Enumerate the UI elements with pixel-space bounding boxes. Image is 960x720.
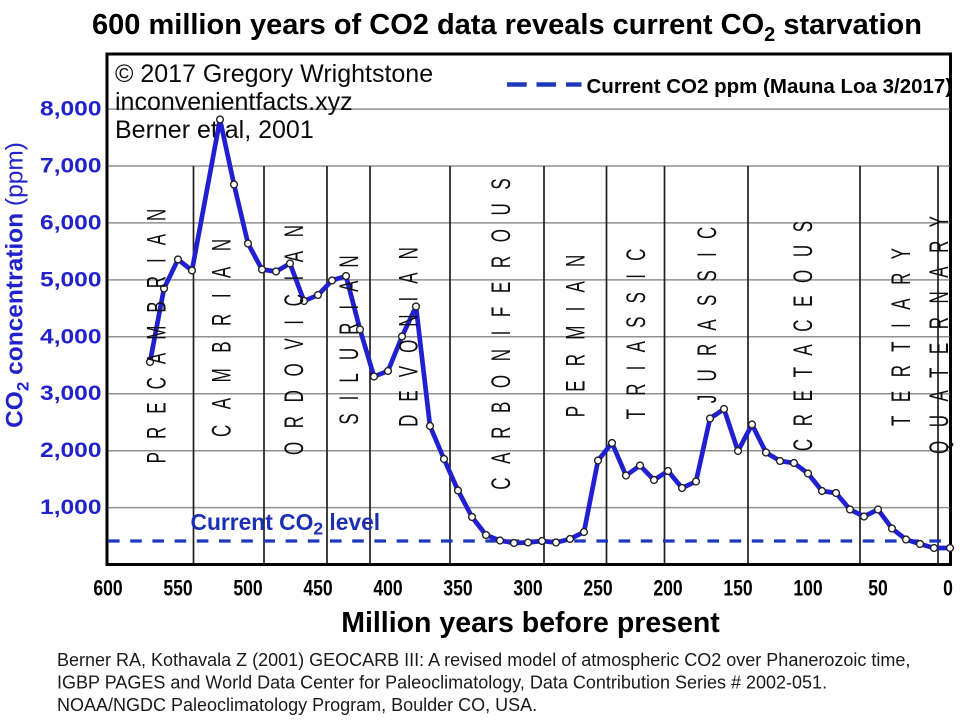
svg-text:7,000: 7,000 bbox=[40, 153, 101, 177]
svg-text:550: 550 bbox=[163, 577, 192, 602]
svg-text:100: 100 bbox=[793, 577, 822, 602]
svg-text:CARBONIFEROUS: CARBONIFEROUS bbox=[485, 165, 516, 490]
svg-text:CAMBRIAN: CAMBRIAN bbox=[205, 223, 236, 437]
svg-text:3,000: 3,000 bbox=[40, 381, 101, 405]
svg-text:Million years before present: Million years before present bbox=[341, 607, 720, 639]
svg-text:© 2017 Gregory Wrightstone: © 2017 Gregory Wrightstone bbox=[115, 60, 433, 88]
svg-text:QUATERNARY: QUATERNARY bbox=[923, 203, 954, 454]
svg-text:NOAA/NGDC Paleoclimatology Pro: NOAA/NGDC Paleoclimatology Program, Boul… bbox=[57, 695, 537, 715]
svg-text:350: 350 bbox=[443, 577, 472, 602]
svg-text:150: 150 bbox=[723, 577, 752, 602]
svg-text:600 million years of CO2 data: 600 million years of CO2 data reveals cu… bbox=[92, 9, 922, 46]
svg-text:200: 200 bbox=[653, 577, 682, 602]
svg-text:JURASSIC: JURASSIC bbox=[691, 214, 722, 404]
svg-text:2,000: 2,000 bbox=[40, 438, 101, 462]
svg-text:4,000: 4,000 bbox=[40, 324, 101, 348]
svg-text:8,000: 8,000 bbox=[40, 96, 101, 120]
svg-text:5,000: 5,000 bbox=[40, 267, 101, 291]
svg-text:450: 450 bbox=[303, 577, 332, 602]
svg-text:Current CO2 ppm (Mauna Loa 3/2: Current CO2 ppm (Mauna Loa 3/2017) bbox=[587, 75, 953, 98]
svg-text:SILURIAN: SILURIAN bbox=[333, 242, 364, 424]
svg-text:CO2 concentration (ppm): CO2 concentration (ppm) bbox=[2, 142, 33, 428]
svg-text:Current CO2 level: Current CO2 level bbox=[191, 509, 381, 539]
svg-text:PERMIAN: PERMIAN bbox=[559, 240, 590, 417]
svg-text:1,000: 1,000 bbox=[40, 495, 101, 519]
svg-text:500: 500 bbox=[233, 577, 262, 602]
svg-text:50: 50 bbox=[868, 577, 888, 602]
svg-text:600: 600 bbox=[93, 577, 122, 602]
svg-text:Berner RA, Kothavala Z (2001): Berner RA, Kothavala Z (2001) GEOCARB II… bbox=[57, 650, 910, 670]
svg-text:TERTIARY: TERTIARY bbox=[885, 235, 916, 426]
svg-text:TRIASSIC: TRIASSIC bbox=[620, 235, 651, 419]
svg-text:CRETACEOUS: CRETACEOUS bbox=[787, 208, 818, 451]
svg-text:IGBP PAGES and World Data Cent: IGBP PAGES and World Data Center for Pal… bbox=[57, 673, 827, 693]
svg-text:DEVONIAN: DEVONIAN bbox=[392, 234, 423, 427]
svg-text:300: 300 bbox=[513, 577, 542, 602]
svg-text:PRECAMBRIAN: PRECAMBRIAN bbox=[140, 196, 171, 464]
svg-text:6,000: 6,000 bbox=[40, 210, 101, 234]
svg-text:ORDOVICIAN: ORDOVICIAN bbox=[278, 211, 309, 455]
svg-text:inconvenientfacts.xyz: inconvenientfacts.xyz bbox=[115, 88, 353, 116]
svg-text:0: 0 bbox=[943, 577, 953, 602]
svg-text:400: 400 bbox=[373, 577, 402, 602]
svg-text:250: 250 bbox=[583, 577, 612, 602]
